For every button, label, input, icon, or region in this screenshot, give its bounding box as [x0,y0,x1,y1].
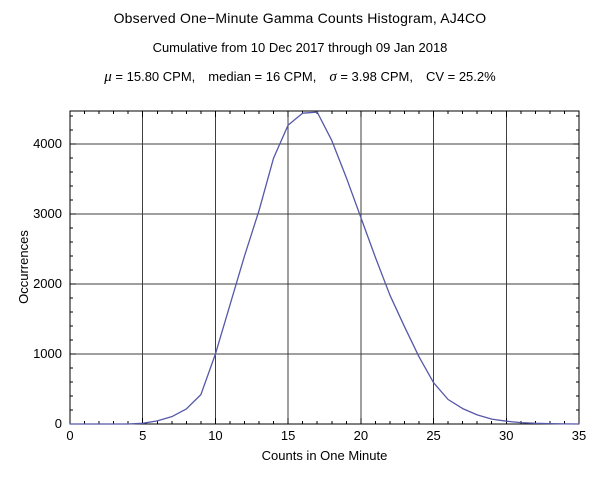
chart-subtitle: Cumulative from 10 Dec 2017 through 09 J… [152,40,448,55]
x-tick-label: 10 [208,428,223,443]
x-tick-label: 30 [499,428,514,443]
x-tick-label: 20 [353,428,369,443]
chart-title: Observed One−Minute Gamma Counts Histogr… [113,10,487,26]
median-value: median = 16 CPM, [208,69,317,84]
x-tick-label: 35 [571,428,587,443]
cv-value: CV = 25.2% [425,69,496,84]
y-tick-label: 2000 [33,275,62,291]
y-axis-label: Occurrences [16,230,31,304]
x-tick-label: 15 [280,428,296,443]
histogram-curve [69,111,580,425]
y-tick-label: 4000 [33,135,62,151]
mu-symbol: μ [104,69,112,85]
x-tick-label: 5 [139,428,147,443]
y-tick-label: 0 [54,416,62,431]
mu-value: = 15.80 CPM, [111,69,196,84]
stats-line: μ = 15.80 CPM, median = 16 CPM, σ = 3.98 C… [0,69,600,85]
x-tick-label: 25 [426,428,441,443]
y-tick-label: 3000 [33,205,62,221]
sigma-symbol: σ [329,69,337,85]
y-tick-label: 1000 [33,345,62,361]
sigma-value: = 3.98 CPM, [336,69,413,84]
x-axis-label: Counts in One Minute [261,448,388,463]
x-tick-label: 0 [66,428,74,443]
